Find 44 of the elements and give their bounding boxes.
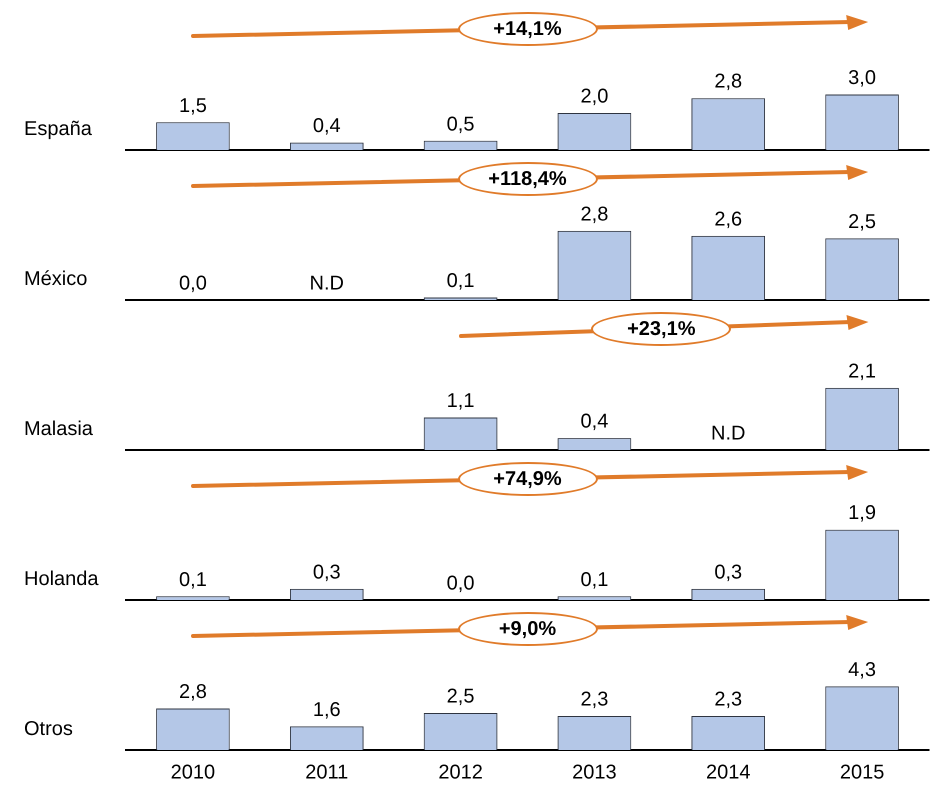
x-tick-label: 2010	[170, 762, 216, 784]
text: +14,1%	[458, 12, 598, 46]
y-axis-title: Otros	[24, 718, 73, 741]
y-axis-title: España	[24, 118, 92, 141]
data-label: 0,1	[179, 568, 207, 591]
data-label: 0,4	[312, 115, 341, 138]
text: +9,0%	[458, 612, 598, 646]
x-tick-label: 2013	[572, 762, 617, 784]
data-label: 2,8	[580, 203, 608, 226]
x-tick-label: 2014	[706, 762, 750, 784]
x-tick-label: 2011	[305, 762, 348, 784]
data-label: 2,8	[179, 681, 207, 704]
text: +74,9%	[458, 462, 598, 496]
y-axis-title: Malasia	[24, 418, 93, 441]
data-label: 0,3	[714, 561, 742, 584]
data-label: 4,3	[848, 658, 876, 681]
data-label: 2,5	[848, 210, 876, 233]
data-label: 0,1	[446, 270, 474, 292]
y-axis-title: Holanda	[24, 568, 99, 591]
text: N.D	[310, 272, 344, 295]
data-label: 2,3	[580, 688, 608, 710]
data-label: 2,0	[580, 86, 608, 108]
data-label: 2,8	[714, 70, 742, 93]
data-label: 3,0	[848, 67, 876, 90]
data-label: 1,1	[446, 390, 474, 412]
data-label: 2,5	[446, 686, 474, 708]
text: +118,4%	[458, 162, 598, 196]
data-label: 1,5	[179, 94, 207, 117]
data-label: 2,1	[848, 360, 876, 382]
data-label: 2,3	[714, 688, 742, 710]
data-label: 0,3	[312, 561, 341, 584]
data-label: 0,5	[446, 113, 474, 136]
data-label: 0,0	[179, 272, 207, 295]
data-label: 2,6	[714, 208, 742, 230]
text: +23,1%	[591, 312, 732, 346]
data-label: 0,4	[580, 410, 608, 433]
text: N.D	[711, 422, 746, 445]
data-label: 0,0	[446, 572, 474, 595]
data-label: 1,6	[312, 698, 341, 721]
data-label: 0,1	[580, 568, 608, 591]
y-axis-title: México	[24, 268, 88, 291]
x-tick-label: 2015	[840, 762, 884, 784]
data-label: 1,9	[848, 502, 876, 524]
x-tick-label: 2012	[438, 762, 483, 784]
